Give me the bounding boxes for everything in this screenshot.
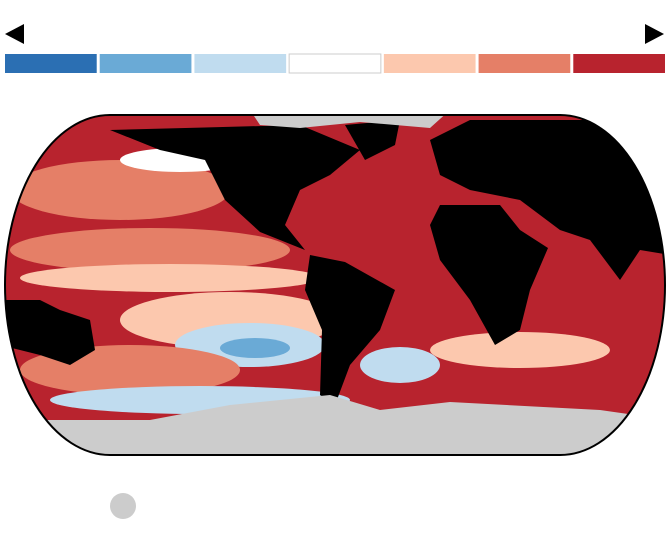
legend-swatch [194, 54, 287, 73]
map [5, 115, 665, 455]
legend-swatch [383, 54, 476, 73]
legend-swatch [99, 54, 192, 73]
australia [5, 300, 95, 365]
anomaly-patch [10, 160, 230, 220]
anomaly-patch [430, 332, 610, 368]
legend-swatch [573, 54, 665, 73]
anomaly-patch [20, 264, 320, 292]
anomaly-patch [220, 338, 290, 358]
map-outline [4, 114, 666, 456]
greenland [345, 120, 400, 160]
no-data-swatch [110, 493, 136, 519]
africa [430, 205, 548, 345]
anomaly-patch [360, 347, 440, 383]
north-america [110, 125, 360, 250]
south-america [305, 255, 395, 405]
arrow-left[interactable] [5, 24, 24, 44]
anomaly-patch [10, 228, 290, 272]
arrow-right[interactable] [645, 24, 664, 44]
legend-swatch [5, 54, 97, 73]
legend [5, 53, 665, 74]
eurasia [430, 120, 665, 280]
antarctica [5, 395, 665, 455]
legend-swatch [478, 54, 571, 73]
arctic-ice [250, 115, 450, 128]
legend-swatch [288, 53, 382, 74]
